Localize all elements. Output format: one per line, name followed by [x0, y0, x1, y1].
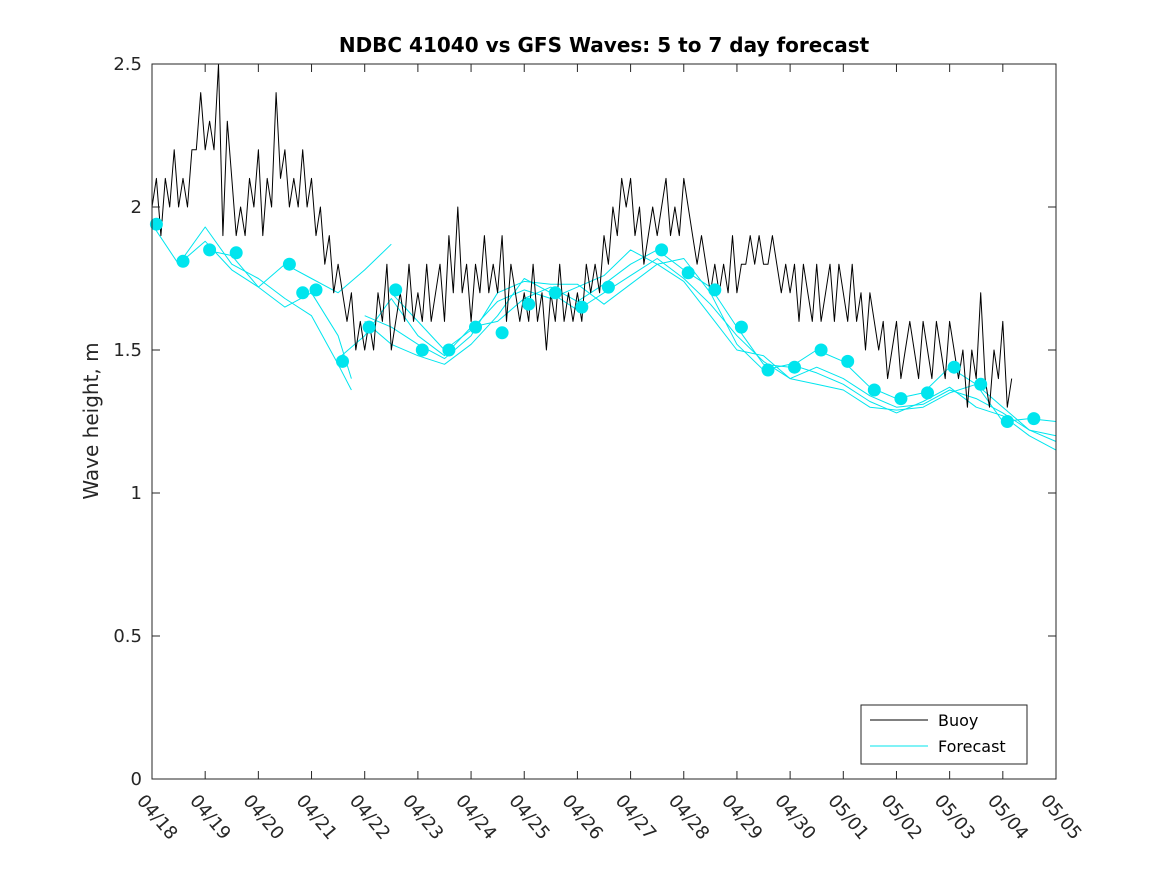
y-axis-label: Wave height, m — [79, 342, 103, 499]
y-tick-label: 0.5 — [113, 626, 142, 647]
y-tick-label: 1 — [131, 483, 142, 504]
forecast-point-marker — [761, 363, 775, 377]
forecast-line — [205, 243, 392, 294]
series-line-buoy — [151, 63, 1013, 408]
forecast-point-marker — [229, 246, 243, 260]
forecast-line — [337, 249, 1057, 422]
forecast-point-marker — [176, 254, 190, 268]
legend: Buoy Forecast — [860, 704, 1028, 765]
forecast-point-marker — [522, 297, 536, 311]
forecast-line — [151, 223, 352, 379]
legend-label-forecast: Forecast — [938, 737, 1006, 756]
y-tick-label: 2 — [131, 197, 142, 218]
forecast-line — [178, 226, 352, 391]
forecast-point-marker — [601, 280, 615, 294]
forecast-point-marker — [469, 320, 482, 334]
forecast-point-marker — [681, 266, 695, 280]
forecast-point-marker — [389, 283, 403, 297]
forecast-point-marker — [788, 360, 801, 374]
y-tick-label: 2.5 — [113, 54, 142, 75]
forecast-point-marker — [296, 286, 310, 300]
legend-box — [860, 704, 1028, 765]
forecast-point-marker — [814, 343, 828, 357]
forecast-point-marker — [867, 383, 881, 397]
forecast-line — [390, 249, 1057, 442]
forecast-point-marker — [495, 326, 509, 340]
plot-frame — [151, 63, 1057, 780]
forecast-point-marker — [203, 243, 217, 257]
forecast-point-marker — [1027, 412, 1041, 426]
forecast-point-marker — [734, 320, 748, 334]
forecast-point-marker — [921, 386, 934, 400]
legend-label-buoy: Buoy — [938, 711, 978, 730]
plot-area — [152, 64, 1056, 779]
forecast-point-marker — [947, 360, 961, 374]
chart-title: NDBC 41040 vs GFS Waves: 5 to 7 day fore… — [339, 33, 870, 57]
forecast-line — [364, 258, 1057, 437]
forecast-point-marker — [336, 354, 349, 368]
y-tick-label: 0 — [131, 769, 142, 790]
forecast-point-marker — [309, 283, 323, 297]
forecast-point-marker — [362, 320, 376, 334]
forecast-point-marker — [415, 343, 429, 357]
forecast-point-marker — [841, 354, 855, 368]
forecast-point-marker — [575, 300, 589, 314]
forecast-point-marker — [894, 392, 908, 406]
forecast-point-marker — [442, 343, 456, 357]
forecast-point-marker — [548, 286, 562, 300]
forecast-point-marker — [708, 283, 722, 297]
forecast-point-marker — [655, 243, 669, 257]
series-layer — [149, 63, 1057, 451]
forecast-point-marker — [282, 257, 296, 271]
forecast-point-marker — [149, 217, 163, 231]
forecast-point-marker — [974, 377, 988, 391]
forecast-point-marker — [1000, 415, 1014, 428]
y-tick-label: 1.5 — [113, 340, 142, 361]
